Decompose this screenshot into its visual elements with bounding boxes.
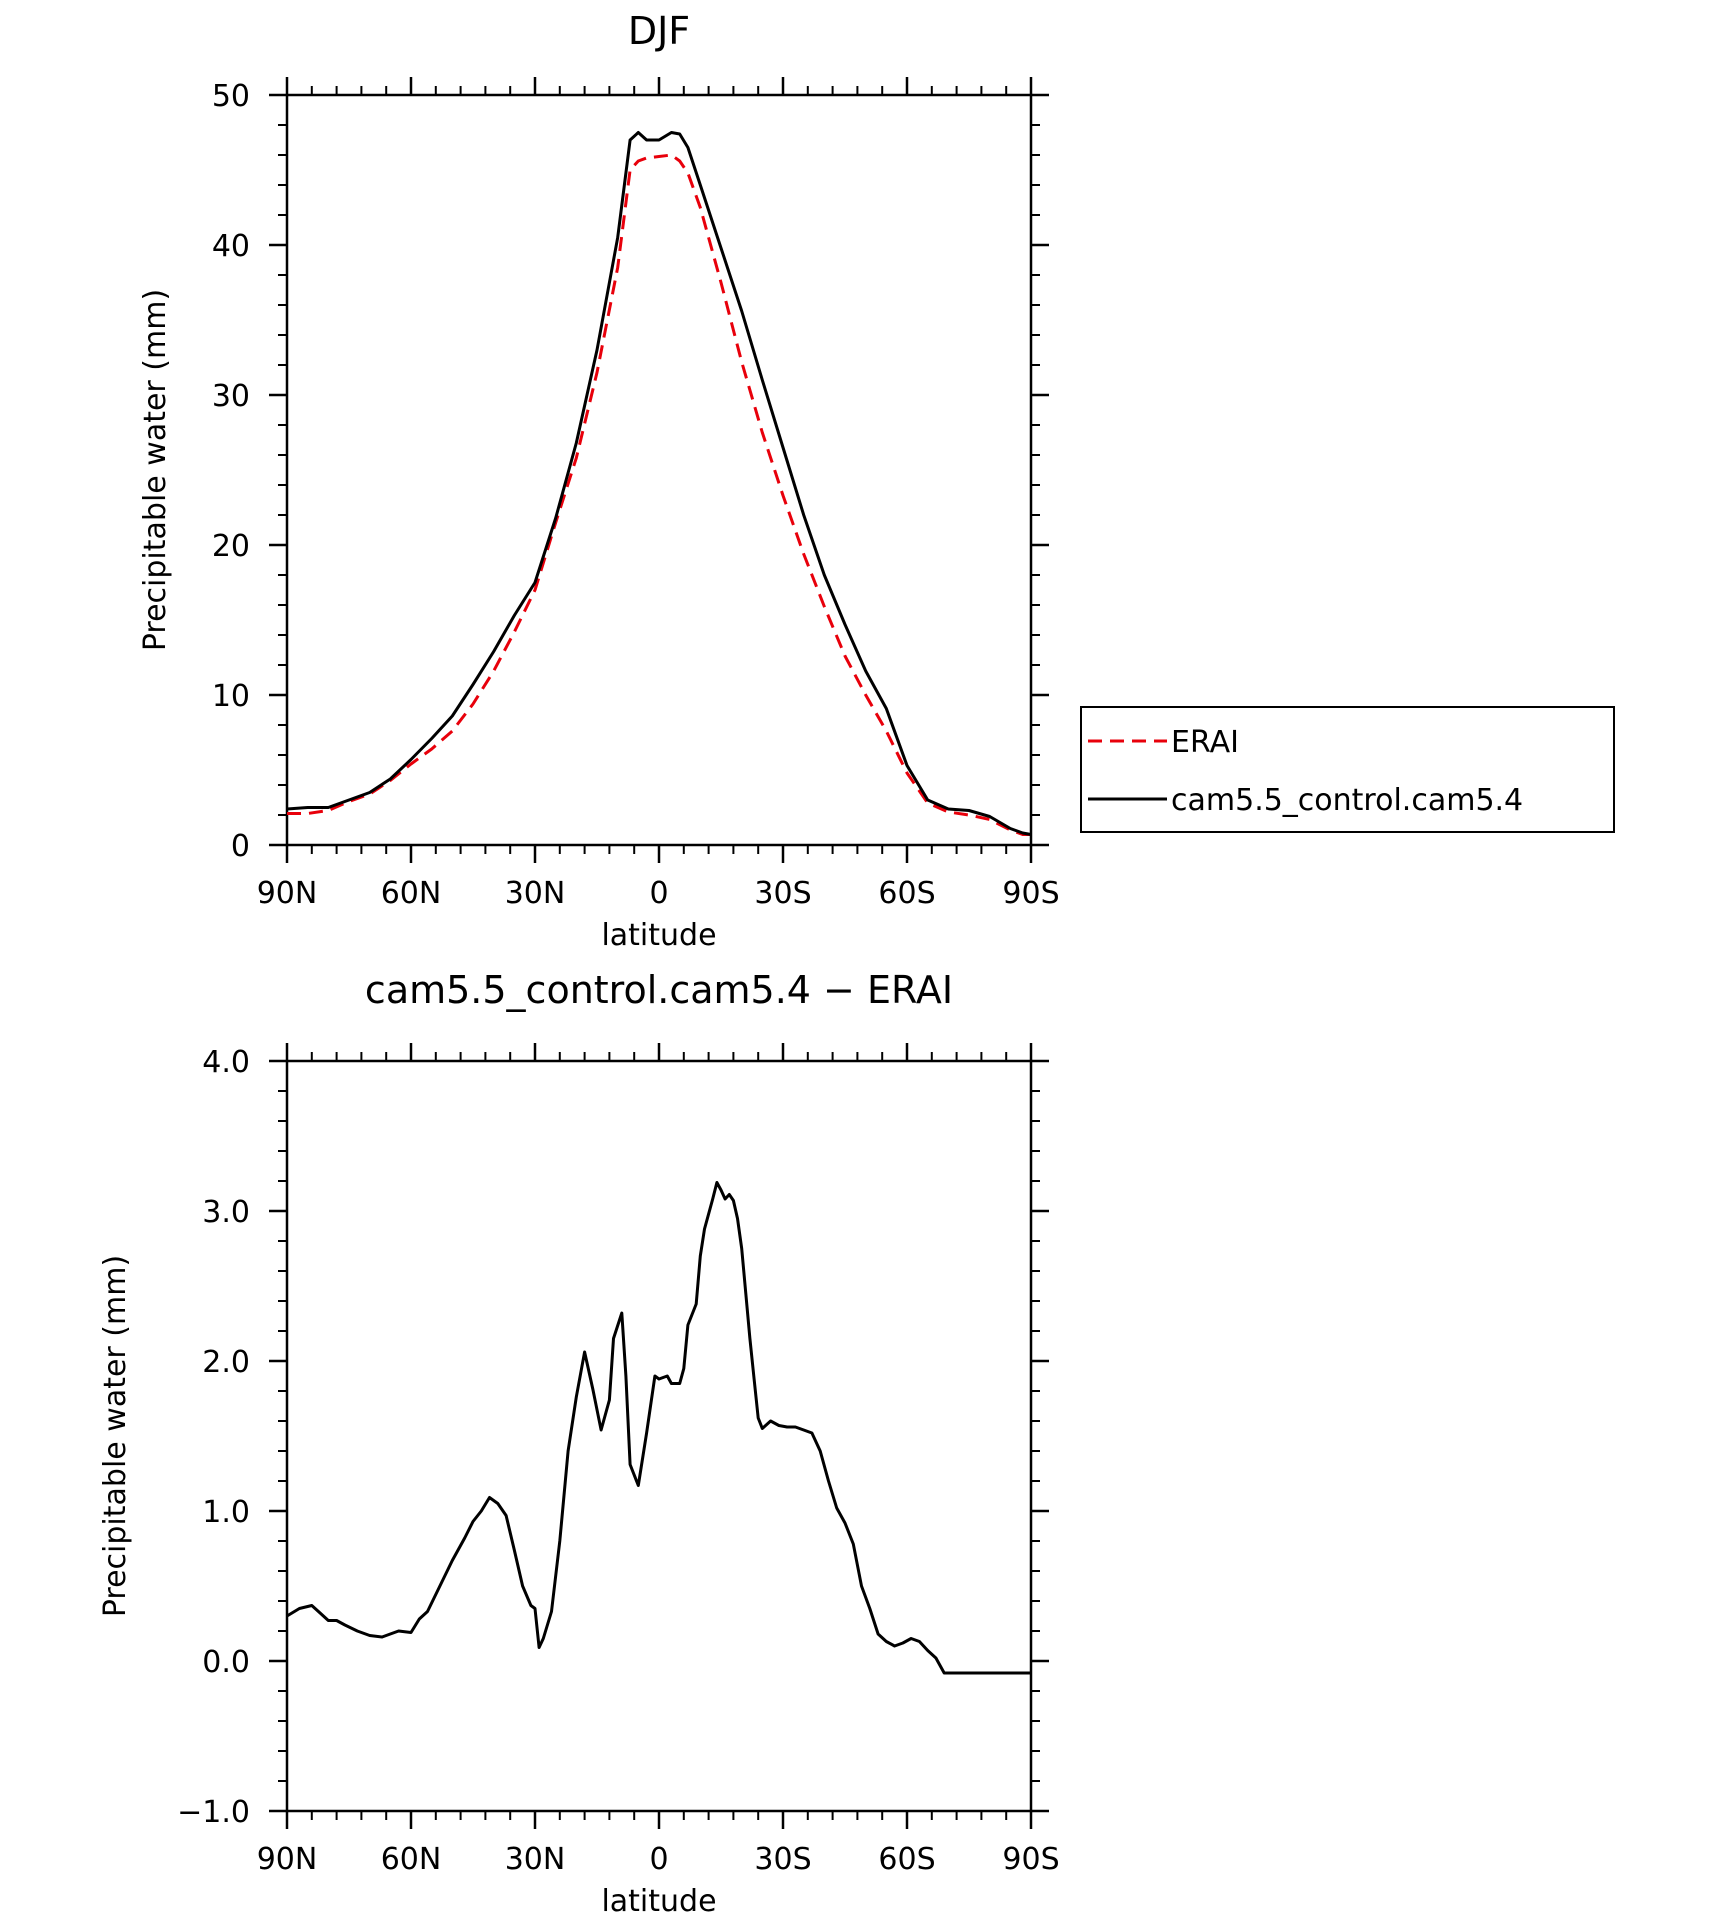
y-tick-label: 10: [212, 679, 250, 714]
x-tick-label: 0: [649, 876, 668, 911]
legend-label: ERAI: [1171, 725, 1239, 760]
x-tick-label: 60S: [878, 876, 935, 911]
chart-panel-top: 90N 60N 30N 0 30S 60S 90S 0 10 20 30 40 50 DJF latitud…: [138, 9, 1615, 953]
y-tick-label: −1.0: [177, 1795, 250, 1830]
x-tick-label: 90N: [257, 876, 318, 911]
x-tick-label: 90S: [1002, 876, 1059, 911]
plot-frame: [285, 1059, 1033, 1813]
chart-title: DJF: [628, 9, 690, 53]
y-tick-label: 0: [231, 829, 250, 864]
legend-box: [1080, 706, 1615, 833]
x-tick-label: 90S: [1002, 1842, 1059, 1877]
y-axis-label: Precipitable water (mm): [98, 1255, 133, 1617]
series-line-cam5-5-control-cam5-4: [286, 131, 1032, 836]
chart-panel-bottom: 90N 60N 30N 0 30S 60S 90S −1.0 0.0 1.0 2.0 3.0 4.0 ca…: [98, 968, 1060, 1919]
y-axis-label: Precipitable water (mm): [138, 289, 173, 651]
y-tick-label: 3.0: [202, 1195, 250, 1230]
y-tick-label: 4.0: [202, 1045, 250, 1080]
y-tick-label: 0.0: [202, 1645, 250, 1680]
x-tick-label: 30S: [754, 876, 811, 911]
x-tick-label: 60N: [381, 1842, 442, 1877]
x-axis-label: latitude: [601, 918, 716, 953]
y-tick-label: 50: [212, 79, 250, 114]
y-tick-label: 20: [212, 529, 250, 564]
y-tick-label: 2.0: [202, 1345, 250, 1380]
series-line-erai: [287, 153, 1031, 836]
legend-label: cam5.5_control.cam5.4: [1171, 783, 1523, 818]
x-tick-label: 30S: [754, 1842, 811, 1877]
y-tick-label: 30: [212, 379, 250, 414]
x-tick-label: 90N: [257, 1842, 318, 1877]
plot-frame: [285, 93, 1033, 847]
series-line-difference: [286, 1181, 1031, 1675]
y-tick-label: 1.0: [202, 1495, 250, 1530]
x-tick-label: 30N: [505, 876, 566, 911]
x-tick-label: 60N: [381, 876, 442, 911]
x-tick-label: 0: [649, 1842, 668, 1877]
x-tick-label: 30N: [505, 1842, 566, 1877]
x-tick-label: 60S: [878, 1842, 935, 1877]
chart-title: cam5.5_control.cam5.4 − ERAI: [365, 968, 953, 1012]
y-tick-label: 40: [212, 229, 250, 264]
x-axis-label: latitude: [601, 1884, 716, 1919]
